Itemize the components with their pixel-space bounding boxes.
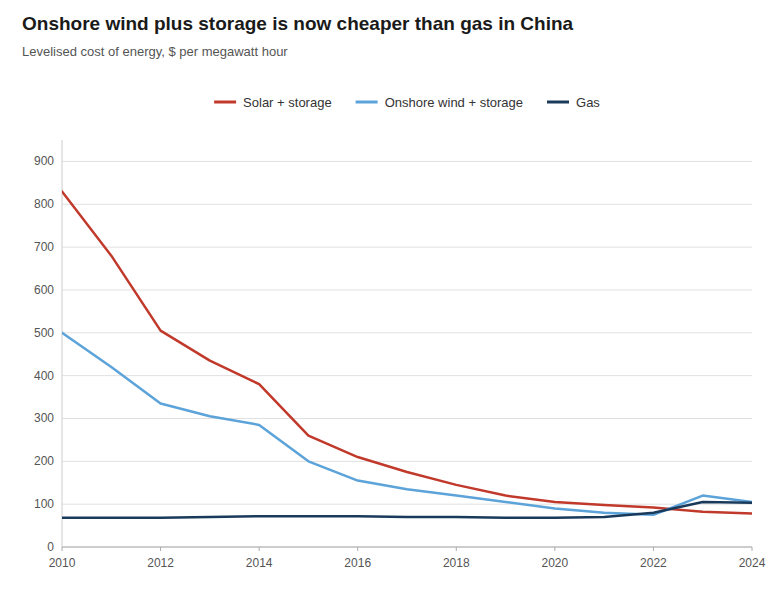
y-tick-label: 200 bbox=[34, 454, 54, 468]
legend-swatch bbox=[356, 101, 378, 104]
x-tick bbox=[259, 547, 260, 551]
grid-line bbox=[62, 289, 752, 290]
y-tick-label: 300 bbox=[34, 411, 54, 425]
chart-svg: Onshore wind plus storage is now cheaper… bbox=[0, 0, 780, 593]
y-tick-label: 700 bbox=[34, 240, 54, 254]
legend-swatch bbox=[214, 101, 236, 104]
x-tick-label: 2012 bbox=[147, 556, 174, 570]
y-tick-label: 400 bbox=[34, 369, 54, 383]
y-tick-label: 900 bbox=[34, 154, 54, 168]
series-line bbox=[62, 502, 752, 518]
x-tick-label: 2014 bbox=[246, 556, 273, 570]
chart-title: Onshore wind plus storage is now cheaper… bbox=[22, 13, 574, 34]
x-tick bbox=[752, 547, 753, 551]
y-tick-label: 500 bbox=[34, 326, 54, 340]
x-tick-label: 2016 bbox=[344, 556, 371, 570]
plot-area bbox=[62, 191, 752, 517]
x-axis-line bbox=[62, 547, 752, 548]
grid-line bbox=[62, 461, 752, 462]
chart-subtitle: Levelised cost of energy, $ per megawatt… bbox=[22, 44, 288, 59]
grid-line bbox=[62, 418, 752, 419]
grid-line bbox=[62, 504, 752, 505]
legend-item: Onshore wind + storage bbox=[356, 95, 523, 110]
grid-line bbox=[62, 161, 752, 162]
x-tick-label: 2022 bbox=[640, 556, 667, 570]
x-tick bbox=[554, 547, 555, 551]
x-tick bbox=[62, 547, 63, 551]
x-tick bbox=[456, 547, 457, 551]
legend-item: Solar + storage bbox=[214, 95, 332, 110]
grid-line bbox=[62, 204, 752, 205]
series-line bbox=[62, 191, 752, 513]
x-tick bbox=[357, 547, 358, 551]
x-tick bbox=[160, 547, 161, 551]
x-tick-label: 2018 bbox=[443, 556, 470, 570]
y-tick-label: 800 bbox=[34, 197, 54, 211]
y-tick-label: 600 bbox=[34, 283, 54, 297]
legend-label: Onshore wind + storage bbox=[385, 95, 523, 110]
series-line bbox=[62, 333, 752, 515]
x-tick-label: 2020 bbox=[542, 556, 569, 570]
y-tick-label: 0 bbox=[47, 540, 54, 554]
legend-item: Gas bbox=[547, 95, 600, 110]
grid-line bbox=[62, 547, 752, 548]
x-tick bbox=[653, 547, 654, 551]
chart-container: Onshore wind plus storage is now cheaper… bbox=[0, 0, 780, 593]
legend-swatch bbox=[547, 101, 569, 104]
legend-label: Gas bbox=[576, 95, 600, 110]
legend: Solar + storage Onshore wind + storage Gas bbox=[214, 95, 600, 110]
legend-label: Solar + storage bbox=[243, 95, 332, 110]
y-tick-label: 100 bbox=[34, 497, 54, 511]
y-axis-line bbox=[62, 140, 63, 547]
x-tick-label: 2024 bbox=[739, 556, 766, 570]
x-tick-label: 2010 bbox=[49, 556, 76, 570]
grid-line bbox=[62, 247, 752, 248]
grid-line bbox=[62, 375, 752, 376]
grid bbox=[62, 161, 752, 547]
